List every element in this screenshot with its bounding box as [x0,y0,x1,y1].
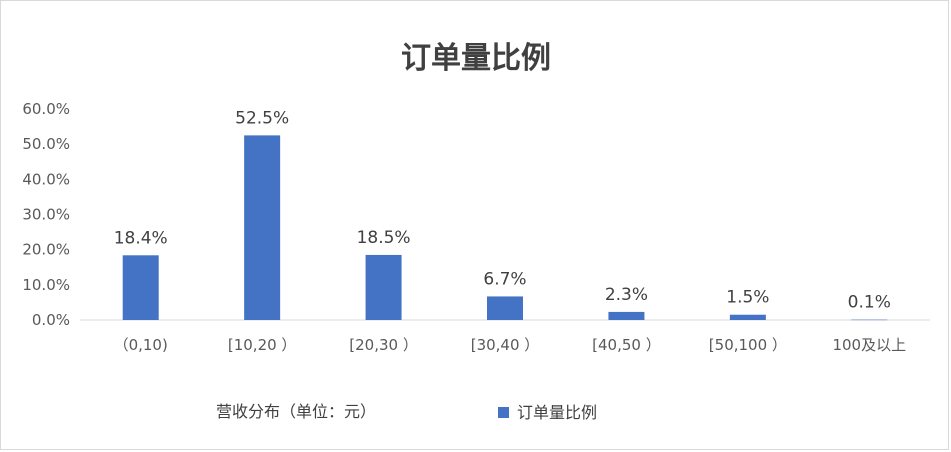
legend-label: 订单量比例 [517,403,597,422]
bar [729,314,766,320]
data-label: 18.4% [114,228,168,248]
bar [608,311,645,320]
bar [851,319,888,321]
y-tick-label: 10.0% [22,276,70,294]
data-label: 18.5% [357,228,411,248]
legend-swatch [498,407,509,418]
legend: 订单量比例 [498,403,597,422]
data-label: 52.5% [235,108,289,128]
bar [244,135,281,320]
x-axis: （0,10) [10,20 ） [20,30 ） [30,40 ） [40,50 ） [5… [114,336,907,354]
data-label: 6.7% [483,269,526,289]
y-tick-label: 30.0% [22,206,70,224]
bar [365,254,402,320]
data-label: 0.1% [848,293,891,313]
x-tick-label: [30,40 ） [471,336,540,354]
y-tick-label: 60.0% [22,100,70,118]
x-tick-label: （0,10) [114,336,168,354]
y-axis: 0.0% 10.0% 20.0% 30.0% 40.0% 50.0% 60.0% [22,100,70,329]
bar [122,255,159,320]
y-tick-label: 0.0% [32,311,70,329]
y-tick-label: 40.0% [22,170,70,188]
y-tick-label: 50.0% [22,135,70,153]
x-tick-label: 100及以上 [832,336,906,354]
bar [487,296,523,320]
data-labels: 18.4% 52.5% 18.5% 6.7% 2.3% 1.5% 0.1% [114,108,891,312]
chart-title: 订单量比例 [401,41,551,76]
x-axis-label: 营收分布（单位：元） [216,402,376,421]
data-label: 1.5% [726,288,769,308]
data-label: 2.3% [605,285,648,305]
bar-series [122,135,888,321]
x-tick-label: [50,100 ） [709,336,787,354]
x-tick-label: [40,50 ） [592,336,661,354]
x-tick-label: [20,30 ） [349,336,418,354]
y-tick-label: 20.0% [22,241,70,259]
x-tick-label: [10,20 ） [228,336,297,354]
